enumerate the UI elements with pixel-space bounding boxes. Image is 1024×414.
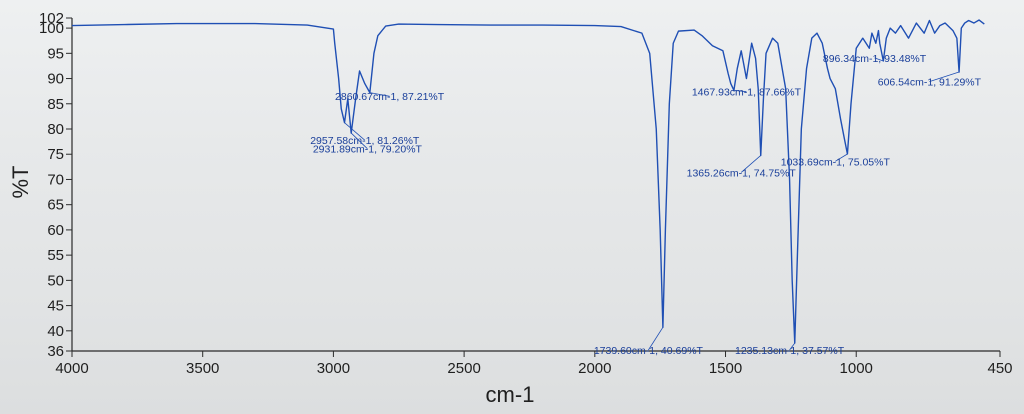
y-tick-label: 75 xyxy=(47,146,64,163)
peak-leader-line xyxy=(648,327,664,351)
y-tick-label: 100 xyxy=(39,20,64,37)
peak-label: 1033.69cm-1, 75.05%T xyxy=(781,156,891,168)
x-tick-label: 1000 xyxy=(840,360,873,377)
annotations-group: 2860.67cm-1, 87.21%T 2957.58cm-1, 81.26%T… xyxy=(310,53,981,357)
y-tick-label: 65 xyxy=(47,197,64,214)
x-tick-label: 3000 xyxy=(317,360,350,377)
y-tick-label: 80 xyxy=(47,121,64,138)
y-tick-label: 70 xyxy=(47,171,64,188)
axis-titles-group: cm-1 %T xyxy=(8,166,534,408)
y-tick-label: 85 xyxy=(47,96,64,113)
x-tick-label: 4000 xyxy=(55,360,88,377)
y-tick-label: 40 xyxy=(47,323,64,340)
y-tick-label: 95 xyxy=(47,45,64,62)
peak-leader-line xyxy=(929,71,960,82)
peak-leader-line xyxy=(835,153,848,162)
peak-label: 1739.60cm-1, 40.69%T xyxy=(594,345,704,357)
y-axis-title: %T xyxy=(8,166,33,199)
peak-leader-line xyxy=(733,89,747,93)
peak-label: 2860.67cm-1, 87.21%T xyxy=(335,91,445,103)
peak-leader-line xyxy=(874,57,884,62)
peak-label: 1365.26cm-1, 74.75%T xyxy=(687,167,797,179)
peak-label: 2931.89cm-1, 79.20%T xyxy=(313,144,423,156)
axes-group xyxy=(71,18,1000,352)
y-tick-label: 102 xyxy=(39,10,64,27)
peak-label: 2957.58cm-1, 81.26%T xyxy=(310,135,420,147)
x-tick-label: 1500 xyxy=(709,360,742,377)
y-tick-label: 55 xyxy=(47,247,64,264)
peak-leader-line xyxy=(789,342,796,351)
spectrum-group xyxy=(71,19,985,344)
peak-leader-line xyxy=(740,155,762,173)
peak-label: 896.34cm-1, 93.48%T xyxy=(823,53,927,65)
y-tick-label: 45 xyxy=(47,298,64,315)
x-tick-label: 2500 xyxy=(447,360,480,377)
x-tick-label: 2000 xyxy=(578,360,611,377)
x-tick-label: 450 xyxy=(987,360,1012,377)
y-tick-label: 60 xyxy=(47,222,64,239)
peak-leader-line xyxy=(369,92,390,97)
peak-leader-line xyxy=(344,122,366,141)
peak-leader-line xyxy=(350,132,368,150)
peak-label: 1467.93cm-1, 87.66%T xyxy=(692,87,802,99)
y-tick-label: 50 xyxy=(47,272,64,289)
spectrum-line xyxy=(71,19,985,344)
x-tick-label: 3500 xyxy=(186,360,219,377)
y-tick-label: 90 xyxy=(47,71,64,88)
peak-label: 606.54cm-1, 91.29%T xyxy=(878,77,982,89)
x-axis-title: cm-1 xyxy=(486,382,535,407)
y-tick-label: 36 xyxy=(47,343,64,360)
peak-label: 1235.13cm-1, 37.57%T xyxy=(735,345,845,357)
